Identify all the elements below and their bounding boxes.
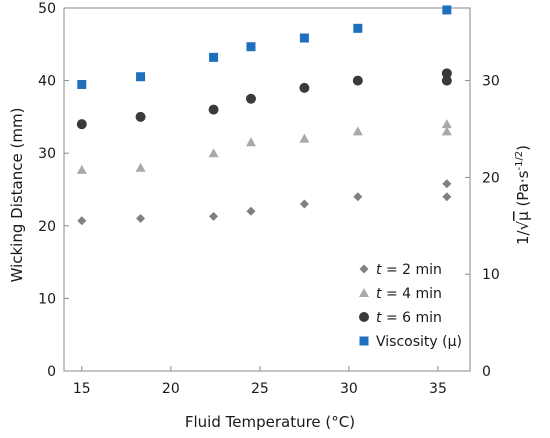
data-point-series-1	[245, 137, 256, 147]
legend-label-text: Viscosity (μ)	[376, 334, 462, 350]
data-point-series-3	[299, 33, 309, 43]
data-point-series-0	[299, 199, 309, 209]
data-point-series-2	[441, 68, 452, 79]
data-point-series-0	[353, 192, 363, 202]
x-axis-title: Fluid Temperature (°C)	[185, 413, 355, 431]
data-point-series-0	[442, 192, 452, 202]
right-ticks: 0 10 20 30	[465, 74, 500, 380]
y2-tick-label: 30	[482, 74, 500, 90]
legend-label-1: t = 4 min	[376, 286, 442, 302]
legend-label-2: t = 6 min	[376, 310, 442, 326]
y2-tick-label: 0	[482, 364, 491, 380]
data-point-series-2	[76, 119, 87, 130]
legend-label-italic: t	[376, 286, 382, 302]
y2-axis-title: 1/√μ (Pa·s-1/2)	[514, 145, 532, 245]
data-point-series-1	[135, 162, 146, 172]
data-point-series-1	[299, 133, 310, 143]
data-point-series-0	[209, 211, 219, 221]
plot-frame	[63, 7, 471, 372]
data-point-series-2	[208, 104, 219, 115]
x-tick-label: 30	[340, 381, 358, 397]
data-point-series-1	[76, 164, 87, 174]
data-point-series-0	[246, 206, 256, 216]
y2-axis-prefix: 1/	[514, 229, 532, 245]
x-tick-label: 15	[73, 381, 91, 397]
data-point-series-0	[136, 214, 146, 224]
y-tick-label: 10	[38, 291, 56, 307]
data-point-series-2	[245, 93, 256, 104]
data-point-series-2	[441, 75, 452, 86]
x-tick-label: 20	[162, 381, 180, 397]
legend-label-3: Viscosity (μ)	[376, 334, 462, 350]
legend-label-italic: t	[376, 262, 382, 278]
data-point-series-1	[208, 148, 219, 158]
data-point-series-2	[299, 82, 310, 93]
y-tick-label: 20	[38, 219, 56, 235]
data-point-series-3	[209, 52, 219, 62]
legend-marker-2	[359, 312, 369, 322]
y2-axis-mu: μ	[514, 211, 532, 221]
x-tick-label: 25	[251, 381, 269, 397]
legend-marker-0	[359, 264, 369, 274]
data-point-series-3	[77, 79, 87, 89]
y2-axis-sup: -1/2	[514, 151, 525, 171]
data-point-series-1	[441, 119, 452, 129]
data-point-series-3	[246, 42, 256, 52]
data-point-series-2	[352, 75, 363, 86]
data-point-series-2	[135, 111, 146, 122]
axes	[63, 7, 471, 372]
y2-axis-close: )	[514, 145, 532, 151]
x-tick-label: 35	[429, 381, 447, 397]
data-point-series-3	[136, 72, 146, 82]
legend-label-text: = 4 min	[382, 286, 442, 302]
left-ticks: 0 10 20 30 40 50	[38, 1, 69, 380]
data-point-series-3	[442, 5, 452, 15]
y-tick-label: 50	[38, 1, 56, 17]
y2-axis-unit: (Pa·s	[514, 170, 532, 211]
data-marks	[76, 5, 452, 226]
legend-label-text: = 2 min	[382, 262, 442, 278]
data-point-series-1	[352, 126, 363, 136]
legend-label-text: = 6 min	[382, 310, 442, 326]
data-point-series-0	[442, 179, 452, 189]
y-axis-title: Wicking Distance (mm)	[8, 108, 26, 283]
y2-tick-label: 20	[482, 170, 500, 186]
data-point-series-3	[353, 23, 363, 33]
data-point-series-0	[77, 216, 87, 226]
y-tick-label: 40	[38, 74, 56, 90]
legend-label-0: t = 2 min	[376, 262, 442, 278]
y2-tick-label: 10	[482, 267, 500, 283]
y-tick-label: 30	[38, 146, 56, 162]
legend-marker-3	[359, 336, 369, 346]
legend-label-italic: t	[376, 310, 382, 326]
data-point-series-1	[441, 126, 452, 136]
y2-axis-root: √	[514, 220, 532, 230]
x-ticks: 15 20 25 30 35	[73, 366, 447, 397]
legend-marker-1	[359, 288, 369, 297]
y-tick-label: 0	[47, 364, 56, 380]
